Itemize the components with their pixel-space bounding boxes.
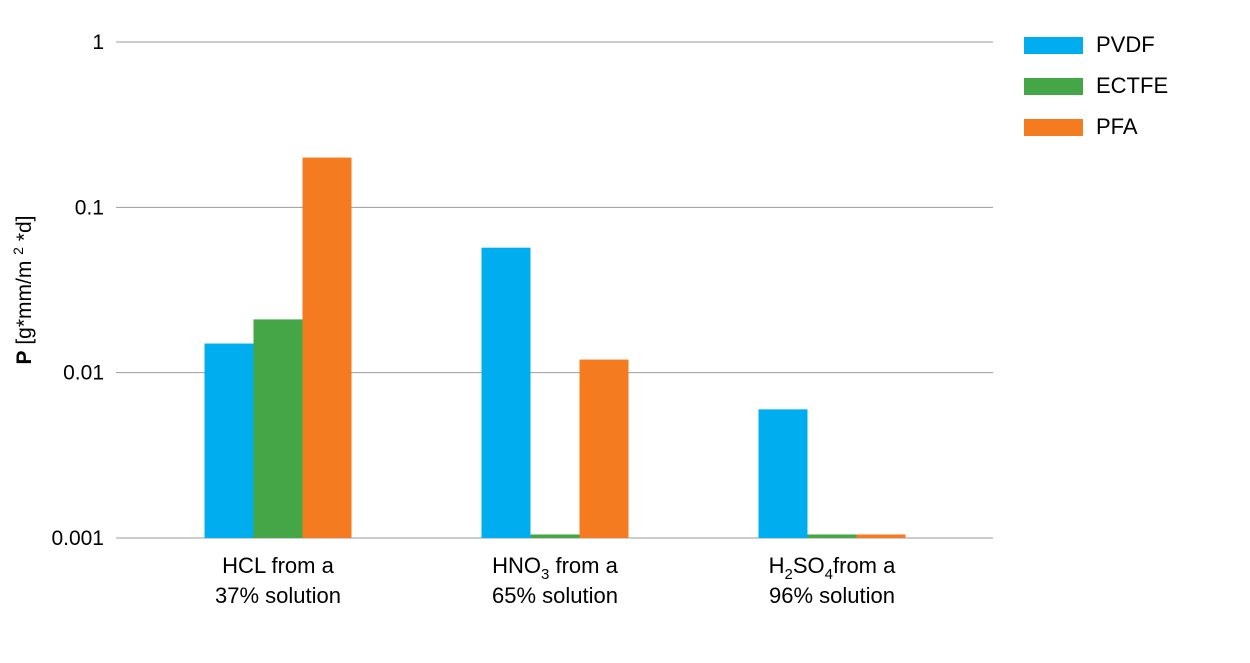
legend-label-pfa: PFA xyxy=(1096,114,1138,139)
bars xyxy=(204,157,906,538)
y-tick-label: 0.1 xyxy=(75,196,104,219)
category-label-3-line2: 96% solution xyxy=(769,583,895,608)
bar-pvdf-1 xyxy=(204,343,254,538)
bar-pfa-3 xyxy=(856,534,906,538)
x-category-labels: HCL from a 37% solution HNO3 from a 65% … xyxy=(215,553,896,608)
bar-pfa-2 xyxy=(579,359,629,538)
category-label-3: H2SO4from a xyxy=(769,553,896,583)
y-tick-label: 1 xyxy=(92,31,104,54)
y-tick-label: 0.01 xyxy=(63,362,104,385)
legend-swatch-ectfe xyxy=(1024,78,1083,95)
category-label-2: HNO3 from a xyxy=(492,553,618,583)
y-axis-label: P [g*mm/m 2 *d] xyxy=(5,215,36,364)
legend: PVDF ECTFE PFA xyxy=(1024,32,1168,139)
bar-ectfe-3 xyxy=(807,534,857,538)
bar-ectfe-1 xyxy=(253,319,303,538)
bar-ectfe-2 xyxy=(530,534,580,538)
y-tick-label: 0.001 xyxy=(51,527,104,550)
bar-pvdf-2 xyxy=(481,247,531,538)
y-tick-labels: 1 0.1 0.01 0.001 xyxy=(51,31,104,550)
bar-pfa-1 xyxy=(302,157,352,538)
category-label-1-line2: 37% solution xyxy=(215,583,341,608)
legend-label-ectfe: ECTFE xyxy=(1096,73,1168,98)
legend-swatch-pfa xyxy=(1024,119,1083,136)
category-label-1: HCL from a xyxy=(222,553,334,578)
legend-label-pvdf: PVDF xyxy=(1096,32,1155,57)
bar-pvdf-3 xyxy=(758,409,808,538)
category-label-2-line2: 65% solution xyxy=(492,583,618,608)
legend-swatch-pvdf xyxy=(1024,37,1083,54)
